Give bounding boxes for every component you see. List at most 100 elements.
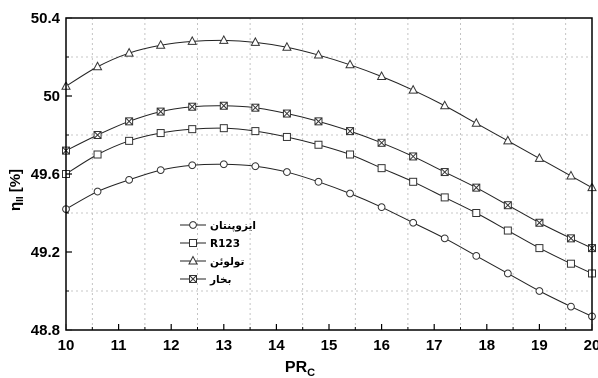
marker-circle xyxy=(188,161,197,170)
marker-cross xyxy=(314,117,323,126)
marker-square xyxy=(346,150,355,159)
marker-circle xyxy=(535,287,544,295)
marker-circle xyxy=(409,218,418,227)
x-tick-label: 13 xyxy=(215,337,232,354)
x-tick-label: 17 xyxy=(426,337,443,354)
marker-triangle xyxy=(155,39,166,49)
marker-cross xyxy=(409,152,418,161)
series-1 xyxy=(62,124,596,278)
legend-item-1: R123 xyxy=(180,238,240,250)
marker-cross xyxy=(219,101,228,110)
marker-cross xyxy=(188,102,197,111)
x-tick-label: 14 xyxy=(268,337,285,354)
marker-square xyxy=(219,124,228,133)
y-tick-label: 50.4 xyxy=(31,10,61,27)
marker-square xyxy=(314,140,323,149)
y-tick-label: 49.6 xyxy=(31,166,60,183)
x-tick-label: 18 xyxy=(478,337,495,354)
y-tick-label: 48.8 xyxy=(31,322,60,339)
marker-square xyxy=(156,129,165,138)
marker-circle xyxy=(251,162,260,171)
x-axis-title-subscript: C xyxy=(307,367,315,378)
marker-cross xyxy=(567,234,575,243)
marker-square xyxy=(282,132,291,141)
x-tick-label: 15 xyxy=(321,337,338,354)
marker-circle xyxy=(567,302,575,311)
x-axis-title-main: PR xyxy=(285,359,308,376)
marker-circle xyxy=(219,160,228,169)
x-tick-label: 12 xyxy=(163,337,180,354)
marker-triangle xyxy=(282,41,292,51)
marker-circle xyxy=(125,175,134,184)
x-axis-title: PRC xyxy=(285,359,315,378)
legend-label: ایزوپنتان xyxy=(210,220,256,232)
marker-square xyxy=(93,150,102,159)
marker-triangle xyxy=(187,35,198,45)
marker-cross xyxy=(472,183,481,192)
legend-item-0: ایزوپنتان xyxy=(180,220,256,232)
marker-triangle xyxy=(250,36,261,46)
marker-circle xyxy=(156,166,165,175)
series-0 xyxy=(62,160,596,321)
x-tick-label: 11 xyxy=(111,337,127,354)
y-tick-label: 49.2 xyxy=(31,244,60,261)
legend-label: R123 xyxy=(210,238,240,250)
legend: ایزوپنتان R123 تولوئن بخار xyxy=(180,220,256,286)
marker-square xyxy=(503,226,512,235)
marker-triangle xyxy=(188,255,198,265)
marker-circle xyxy=(440,234,449,243)
x-tick-label: 20 xyxy=(584,337,598,354)
marker-triangle xyxy=(92,61,103,71)
marker-triangle xyxy=(471,117,482,127)
marker-triangle xyxy=(218,34,229,44)
marker-circle xyxy=(472,252,481,260)
marker-circle xyxy=(503,269,512,278)
marker-square xyxy=(188,125,197,134)
marker-triangle xyxy=(313,49,324,59)
marker-circle xyxy=(346,189,354,198)
legend-label: بخار xyxy=(209,274,232,286)
y-axis-title: ηII [%] xyxy=(7,169,26,211)
x-tick-label: 16 xyxy=(373,337,390,354)
marker-cross xyxy=(125,117,133,126)
marker-cross xyxy=(189,275,197,283)
marker-triangle xyxy=(345,59,355,69)
marker-triangle xyxy=(376,70,387,80)
marker-square xyxy=(125,136,134,145)
series-2 xyxy=(61,34,597,192)
series-layer xyxy=(61,34,597,321)
marker-triangle xyxy=(439,100,450,110)
marker-triangle xyxy=(534,152,545,162)
marker-square xyxy=(440,193,449,202)
series-line xyxy=(65,105,593,249)
marker-triangle xyxy=(408,84,418,94)
marker-square xyxy=(377,164,386,173)
grid-lines xyxy=(66,18,592,330)
marker-cross xyxy=(283,109,291,118)
marker-square xyxy=(409,177,418,186)
legend-label: تولوئن xyxy=(210,256,245,268)
marker-cross xyxy=(251,103,260,112)
y-tick-label: 50 xyxy=(43,88,60,105)
marker-cross xyxy=(440,168,449,176)
marker-cross xyxy=(346,127,354,135)
marker-circle xyxy=(189,221,197,229)
x-tick-label: 19 xyxy=(531,337,548,354)
marker-square xyxy=(472,209,481,217)
marker-circle xyxy=(314,177,323,186)
marker-triangle xyxy=(124,47,134,57)
marker-square xyxy=(251,127,260,136)
marker-square xyxy=(535,244,544,253)
marker-circle xyxy=(377,203,386,212)
marker-cross xyxy=(156,107,165,116)
marker-circle xyxy=(93,187,102,196)
y-axis-title-unit: [%] xyxy=(7,169,24,192)
marker-cross xyxy=(93,131,102,139)
y-axis-title-subscript: II xyxy=(15,196,26,202)
legend-item-3: بخار xyxy=(180,274,232,286)
marker-triangle xyxy=(566,170,576,180)
series-3 xyxy=(62,101,596,253)
axis-ticks: 10 11 12 13 14 15 16 17 18 19 20 48.8 49.2 49.6 50 50.4 xyxy=(31,10,598,354)
marker-cross xyxy=(503,201,512,210)
